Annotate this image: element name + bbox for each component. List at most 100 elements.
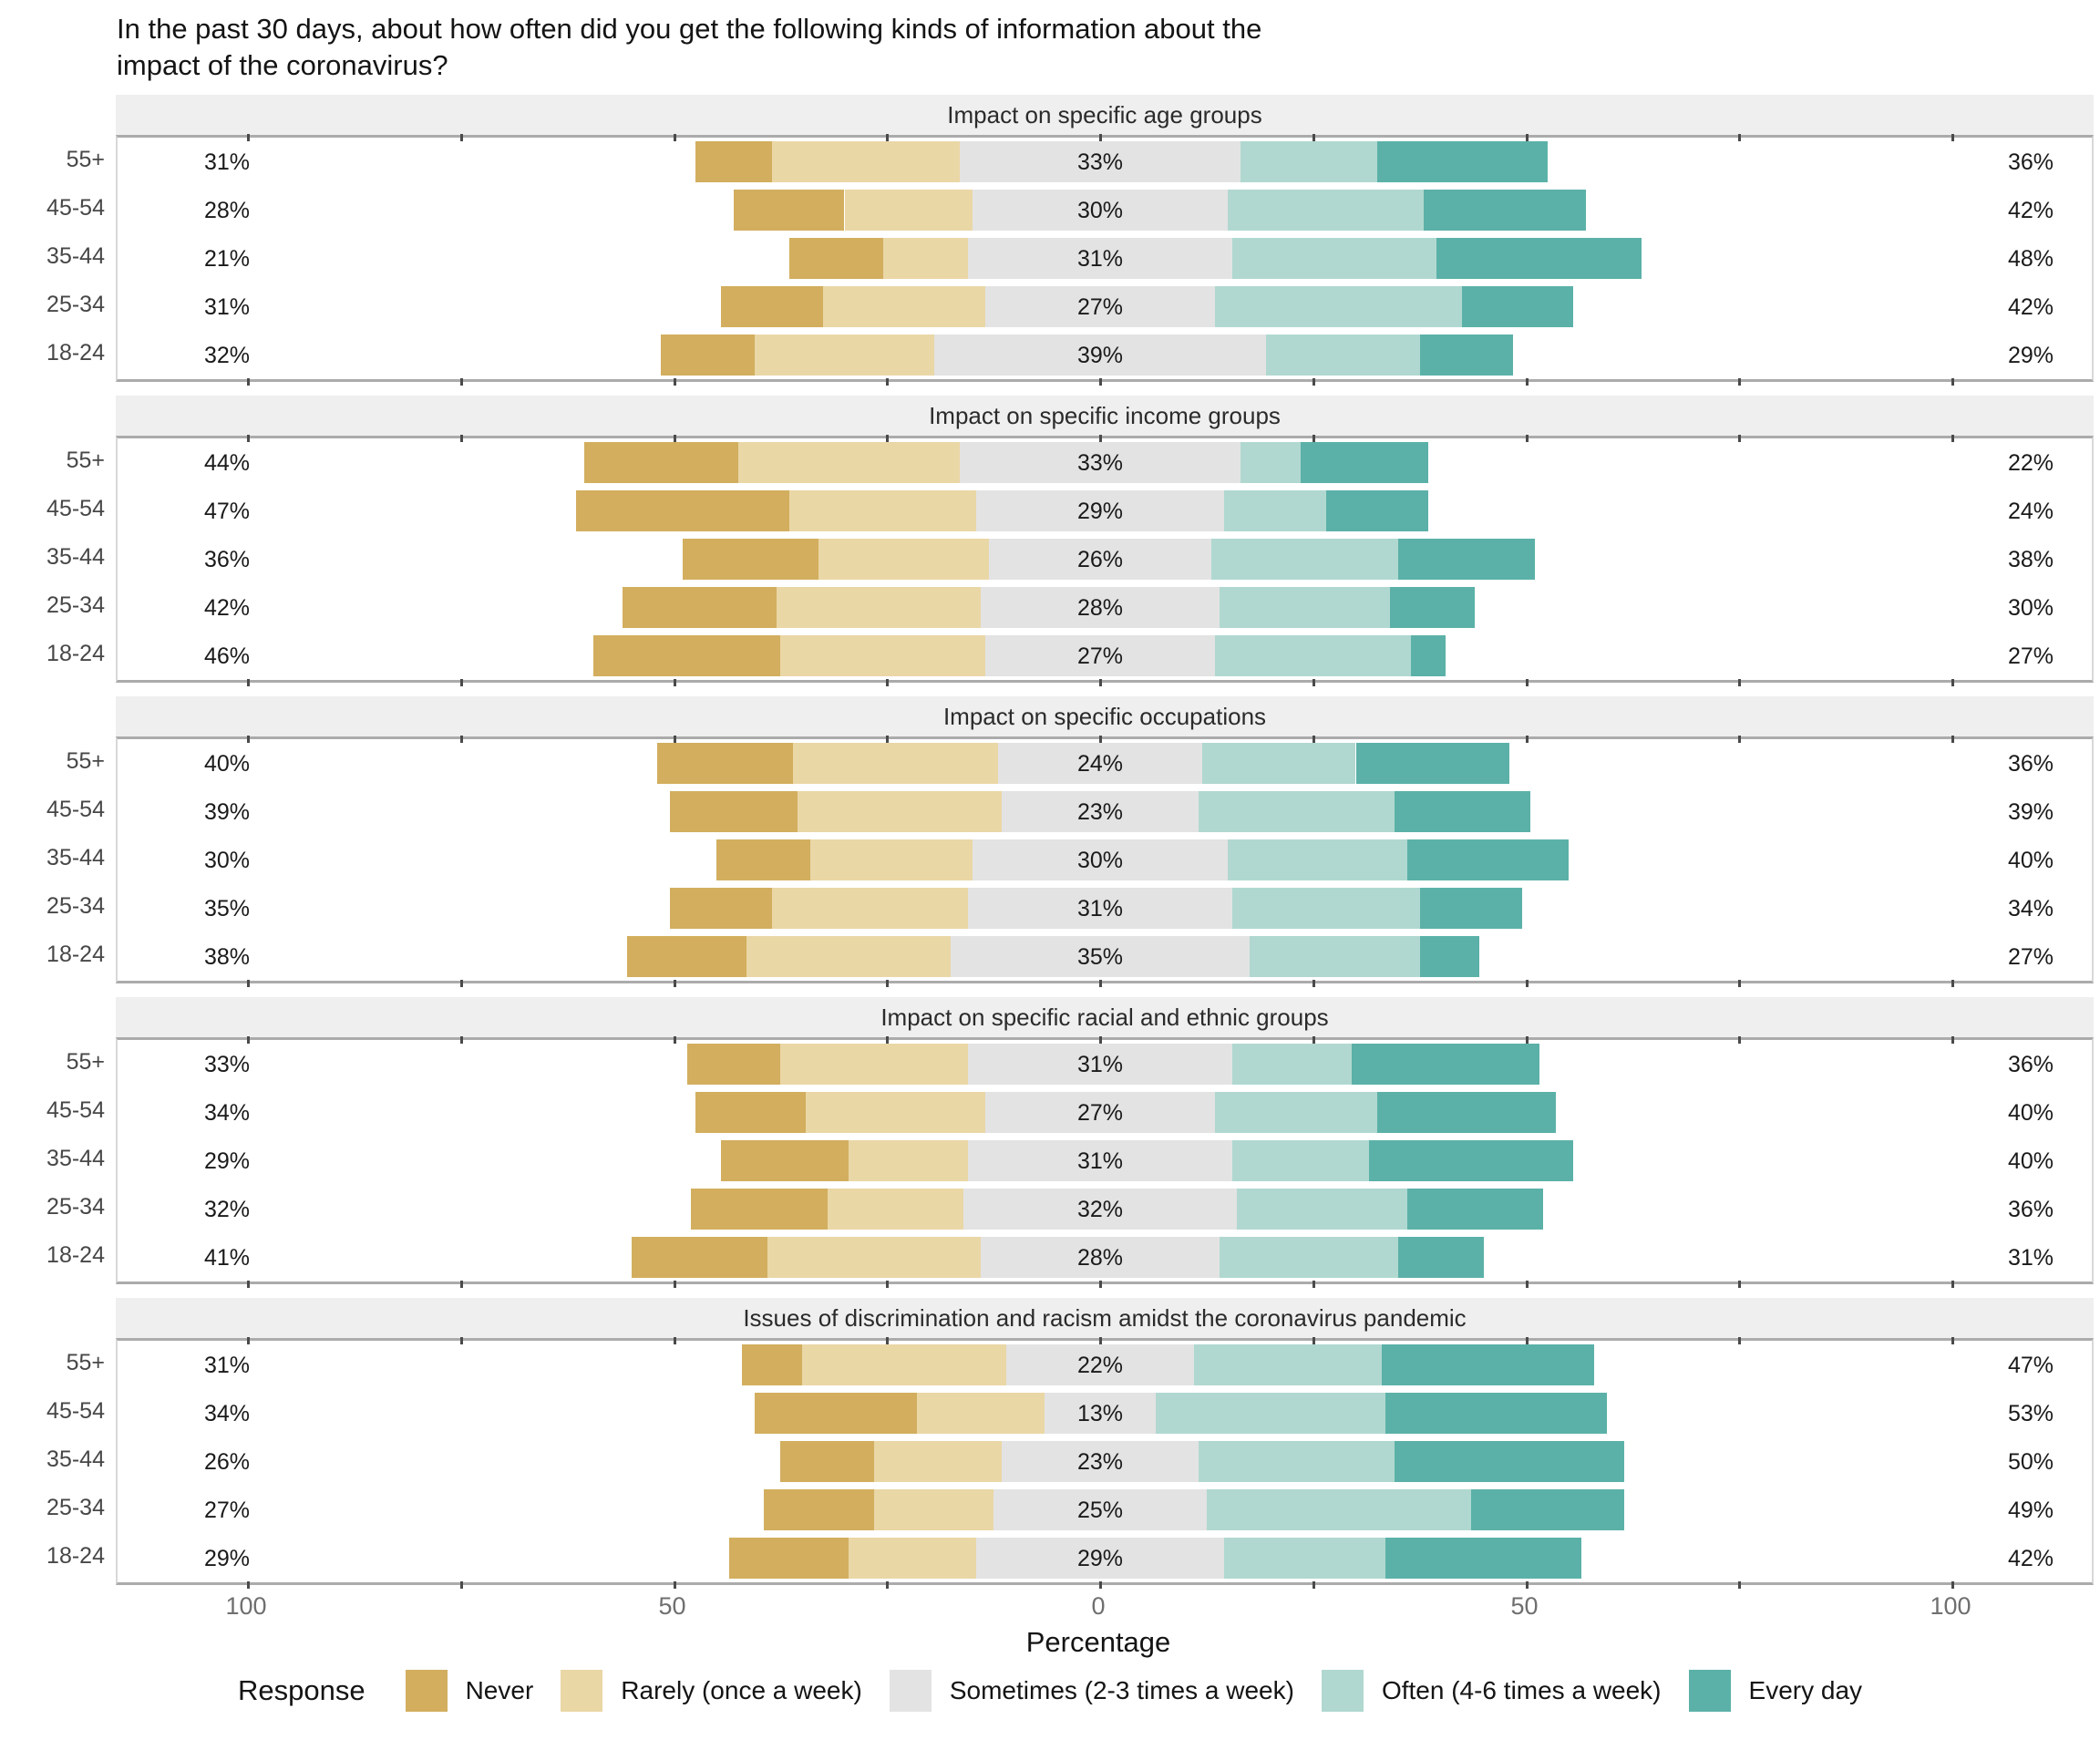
- row-center-value-label: 25%: [1076, 1498, 1124, 1523]
- facet-panels-container: Impact on specific age groups 55+ 45-54 35-…: [46, 95, 2094, 1599]
- age-group-label: 45-54: [46, 1398, 105, 1424]
- axis-tick-mark: [459, 435, 463, 442]
- bar-segment-every_day: [1381, 1344, 1595, 1385]
- axis-tick-mark: [1738, 980, 1742, 987]
- x-axis: 100 50 0 50 100: [116, 1592, 2094, 1623]
- plot-area: 44% 33% 22% 47% 29% 24% 36% 26% 38% 42% 28% 30% 46% 2…: [116, 435, 2094, 686]
- axis-tick-mark: [1525, 1337, 1529, 1344]
- age-group-label: 25-34: [46, 592, 105, 618]
- age-group-label: 25-34: [46, 1495, 105, 1520]
- age-group-label: 25-34: [46, 1194, 105, 1220]
- legend-item: Rarely (once a week): [561, 1670, 862, 1712]
- row-center-value-label: 27%: [1076, 643, 1124, 669]
- axis-tick-mark: [1738, 679, 1742, 686]
- row-center-value-label: 30%: [1076, 198, 1124, 223]
- bar-segment-every_day: [1368, 1140, 1573, 1181]
- age-group-label: 55+: [66, 1350, 105, 1375]
- bar-segment-never: [661, 335, 756, 376]
- bar-segment-rarely: [844, 190, 973, 231]
- axis-tick-mark: [1312, 679, 1315, 686]
- bar-segment-sometimes: [1045, 1393, 1156, 1434]
- bar-segment-often: [1219, 1237, 1399, 1278]
- legend-swatch-rarely: [561, 1670, 603, 1712]
- row-center-value-label: 29%: [1076, 499, 1124, 524]
- row-right-value-label: 22%: [2007, 450, 2054, 476]
- axis-tick-mark: [886, 980, 890, 987]
- axis-tick-mark: [673, 736, 676, 743]
- axis-tick-mark: [247, 1337, 250, 1344]
- row-left-value-label: 28%: [204, 198, 251, 223]
- bar-segment-rarely: [780, 1044, 969, 1085]
- facet-panel: Issues of discrimination and racism amid…: [46, 1298, 2094, 1589]
- axis-tick-mark: [1525, 378, 1529, 386]
- bar-segment-rarely: [772, 888, 969, 929]
- age-group-label: 45-54: [46, 496, 105, 521]
- axis-tick-mark: [459, 378, 463, 386]
- row-left-value-label: 30%: [204, 848, 251, 873]
- row-right-value-label: 42%: [2007, 198, 2054, 223]
- axis-tick-mark: [1099, 1036, 1102, 1044]
- axis-tick-mark: [886, 134, 890, 141]
- age-group-label: 35-44: [46, 243, 105, 269]
- bar-segment-never: [584, 442, 738, 483]
- bar-segment-rarely: [772, 141, 960, 182]
- axis-tick-mark: [1738, 1281, 1742, 1288]
- bar-segment-often: [1210, 539, 1399, 580]
- age-group-label: 18-24: [46, 340, 105, 365]
- bar-segment-often: [1215, 1092, 1377, 1133]
- axis-tick-mark: [1312, 980, 1315, 987]
- axis-tick-mark: [1312, 736, 1315, 743]
- row-right-value-label: 30%: [2007, 595, 2054, 621]
- axis-tick-mark: [673, 1337, 676, 1344]
- axis-tick-mark: [247, 1581, 250, 1589]
- axis-tick-mark: [1099, 134, 1102, 141]
- plot-area: 31% 22% 47% 34% 13% 53% 26% 23% 50% 27% 25% 49% 29% 2…: [116, 1337, 2094, 1589]
- axis-tick-mark: [247, 980, 250, 987]
- axis-tick-mark: [673, 1036, 676, 1044]
- x-axis-title: Percentage: [1025, 1626, 1171, 1658]
- bar-segment-often: [1223, 490, 1326, 531]
- row-left-value-label: 40%: [204, 751, 251, 777]
- axis-tick-mark: [1951, 1581, 1954, 1589]
- bar-segment-never: [631, 1237, 768, 1278]
- bar-segment-often: [1231, 1140, 1369, 1181]
- row-right-value-label: 36%: [2007, 1197, 2054, 1222]
- row-center-value-label: 23%: [1076, 799, 1124, 825]
- axis-tick-mark: [1951, 378, 1954, 386]
- bar-segment-every_day: [1376, 1092, 1557, 1133]
- row-right-value-label: 50%: [2007, 1449, 2054, 1475]
- facet-strip: Impact on specific age groups: [116, 95, 2094, 135]
- bar-segment-every_day: [1351, 1044, 1539, 1085]
- bar-segment-often: [1198, 1441, 1395, 1482]
- axis-tick-mark: [1525, 980, 1529, 987]
- bar-segment-often: [1240, 442, 1301, 483]
- axis-tick-mark: [1099, 1337, 1102, 1344]
- bar-segment-often: [1231, 888, 1420, 929]
- bar-segment-rarely: [788, 490, 977, 531]
- axis-tick-mark: [1312, 378, 1315, 386]
- axis-tick-mark: [1099, 435, 1102, 442]
- legend-item-label: Every day: [1748, 1676, 1863, 1704]
- bar-segment-every_day: [1436, 238, 1642, 279]
- bar-segment-rarely: [806, 1092, 985, 1133]
- axis-tick-mark: [1312, 1281, 1315, 1288]
- bar-segment-every_day: [1419, 888, 1522, 929]
- plot-area: 31% 33% 36% 28% 30% 42% 21% 31% 48% 31% 27% 42% 32% 3…: [116, 134, 2094, 386]
- bar-segment-never: [742, 1344, 802, 1385]
- row-left-value-label: 32%: [204, 343, 251, 368]
- legend-item-label: Rarely (once a week): [621, 1676, 862, 1704]
- bar-segment-often: [1193, 1344, 1382, 1385]
- bar-segment-often: [1231, 238, 1437, 279]
- row-right-value-label: 49%: [2007, 1498, 2054, 1523]
- axis-tick-mark: [1738, 1337, 1742, 1344]
- bar-segment-never: [733, 190, 845, 231]
- bar-segment-never: [686, 1044, 781, 1085]
- row-right-value-label: 47%: [2007, 1353, 2054, 1378]
- row-center-value-label: 33%: [1076, 149, 1124, 175]
- bar-segment-often: [1249, 936, 1420, 977]
- bar-segment-often: [1228, 839, 1407, 880]
- facet-title: Impact on specific income groups: [929, 401, 1281, 429]
- bar-segment-sometimes: [984, 635, 1216, 676]
- bar-segment-never: [627, 936, 746, 977]
- row-left-value-label: 29%: [204, 1546, 251, 1571]
